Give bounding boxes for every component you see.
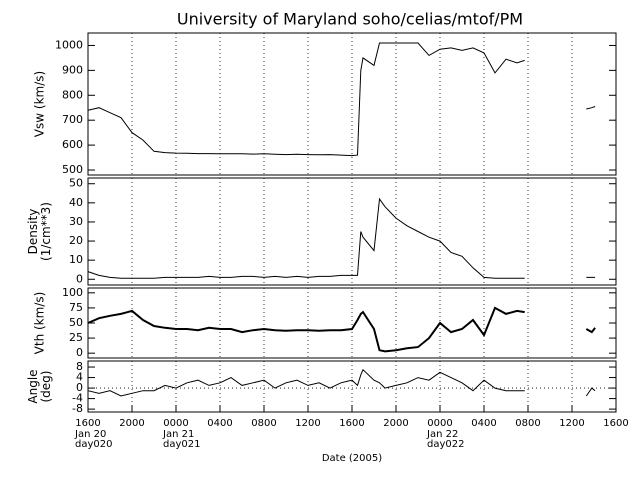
data-line <box>87 368 596 397</box>
y-tick-label: 20 <box>69 234 83 247</box>
y-axis-label: Angle <box>26 369 40 403</box>
data-line <box>87 306 596 353</box>
x-tick-label: 0800 <box>251 418 276 429</box>
y-tick-label: 25 <box>69 331 83 344</box>
x-tick-label: 0000 <box>427 418 452 429</box>
y-tick-label: 700 <box>62 113 83 126</box>
x-day-label: day020 <box>75 439 112 450</box>
x-day-label: day022 <box>427 439 464 450</box>
y-tick-label: 0 <box>76 272 83 285</box>
x-tick-label: 1600 <box>75 418 100 429</box>
x-date-label: Jan 20 <box>74 429 106 440</box>
x-tick-label: 1600 <box>339 418 364 429</box>
y-tick-label: -4 <box>72 392 83 405</box>
y-tick-label: 75 <box>69 301 83 314</box>
panel-frame <box>87 32 617 176</box>
y-tick-label: 600 <box>62 138 83 151</box>
x-tick-label: 2000 <box>119 418 144 429</box>
y-axis-label: (deg) <box>39 371 53 403</box>
y-tick-label: 0 <box>76 346 83 359</box>
y-tick-label: 40 <box>69 196 83 209</box>
y-tick-label: 4 <box>76 371 83 384</box>
y-tick-label: 30 <box>69 215 83 228</box>
y-tick-label: 8 <box>76 360 83 373</box>
panel-frame <box>87 177 617 286</box>
data-line <box>87 42 596 157</box>
y-tick-label: 0 <box>76 381 83 394</box>
x-tick-label: 1200 <box>295 418 320 429</box>
x-tick-label: 2000 <box>383 418 408 429</box>
x-tick-label: 1200 <box>559 418 584 429</box>
y-tick-label: 50 <box>69 316 83 329</box>
y-tick-label: -8 <box>72 402 83 415</box>
x-tick-label: 0400 <box>207 418 232 429</box>
y-axis-label: Vsw (km/s) <box>33 71 47 137</box>
y-tick-label: 900 <box>62 63 83 76</box>
y-tick-label: 1000 <box>55 38 83 51</box>
panel-frame <box>87 360 617 413</box>
x-day-label: day021 <box>163 439 200 450</box>
chart-title: University of Maryland soho/celias/mtof/… <box>177 10 523 29</box>
x-tick-label: 1600 <box>603 418 628 429</box>
panel-frame <box>87 287 617 359</box>
y-tick-label: 800 <box>62 88 83 101</box>
x-date-label: Jan 22 <box>426 429 458 440</box>
y-tick-label: 500 <box>62 163 83 176</box>
x-date-label: Jan 21 <box>162 429 194 440</box>
y-tick-label: 50 <box>69 177 83 190</box>
y-tick-label: 100 <box>62 286 83 299</box>
x-tick-label: 0000 <box>163 418 188 429</box>
data-line <box>87 197 596 279</box>
y-tick-label: 10 <box>69 253 83 266</box>
x-axis-label: Date (2005) <box>322 453 382 464</box>
x-tick-label: 0800 <box>515 418 540 429</box>
y-axis-label: Density <box>26 209 40 255</box>
x-tick-label: 0400 <box>471 418 496 429</box>
y-axis-label: (1/cm**3) <box>39 202 53 261</box>
y-axis-label: Vth (km/s) <box>33 292 47 355</box>
